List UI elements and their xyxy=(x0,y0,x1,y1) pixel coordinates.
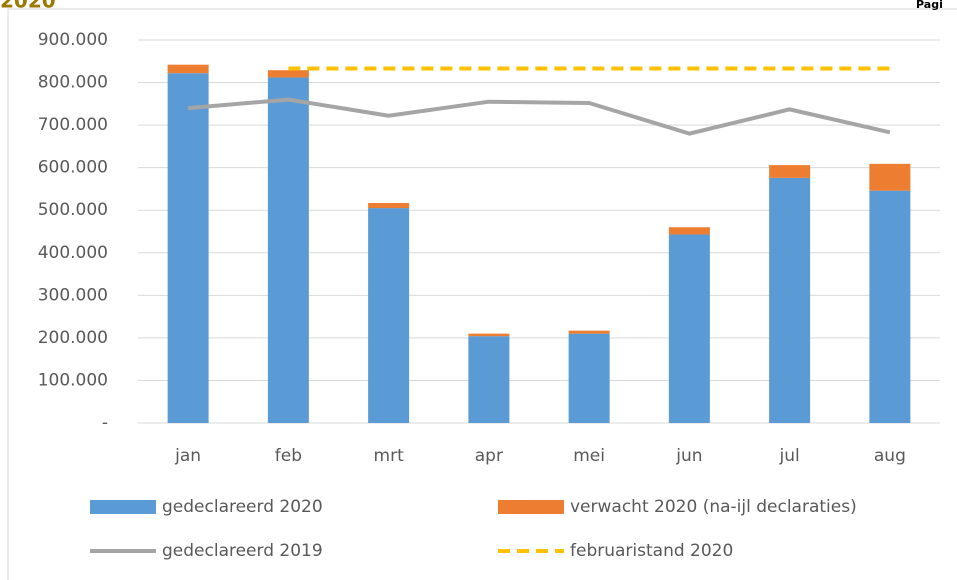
y-tick-label: 400.000 xyxy=(38,243,108,263)
header-left: 2020 xyxy=(0,0,56,13)
bar xyxy=(568,330,610,334)
bar xyxy=(167,73,209,424)
bar xyxy=(668,234,710,423)
x-tick-label: jan xyxy=(174,446,201,466)
bar xyxy=(869,190,911,423)
y-tick-label: 700.000 xyxy=(38,115,108,135)
y-tick-label: - xyxy=(102,413,108,433)
header-right: Pagi xyxy=(916,0,943,11)
bar xyxy=(769,177,811,423)
x-tick-label: mrt xyxy=(374,446,405,466)
bar xyxy=(568,333,610,423)
chart-frame xyxy=(7,8,957,580)
bar xyxy=(668,227,710,235)
y-tick-label: 300.000 xyxy=(38,285,108,305)
y-tick-label: 600.000 xyxy=(38,158,108,178)
bar xyxy=(267,77,309,424)
bar xyxy=(368,202,410,209)
bar xyxy=(468,336,510,423)
y-tick-label: 900.000 xyxy=(38,30,108,50)
legend-label: gedeclareerd 2020 xyxy=(162,497,323,517)
bar xyxy=(267,70,309,78)
y-tick-label: 100.000 xyxy=(38,370,108,390)
bar xyxy=(869,163,911,191)
x-tick-label: feb xyxy=(275,446,302,466)
legend-swatch xyxy=(90,500,156,514)
y-tick-label: 200.000 xyxy=(38,328,108,348)
legend-label: februaristand 2020 xyxy=(570,541,733,561)
x-tick-label: mei xyxy=(573,446,605,466)
bar xyxy=(769,165,811,178)
legend-swatch xyxy=(498,500,564,514)
y-tick-label: 500.000 xyxy=(38,200,108,220)
bar xyxy=(468,333,510,337)
y-tick-label: 800.000 xyxy=(38,73,108,93)
x-tick-label: aug xyxy=(874,446,906,466)
bar xyxy=(167,64,209,74)
bar xyxy=(368,208,410,423)
line xyxy=(187,97,891,136)
legend-label: verwacht 2020 (na-ijl declaraties) xyxy=(570,497,857,517)
x-tick-label: jul xyxy=(779,446,800,466)
x-tick-label: jun xyxy=(675,446,702,466)
x-tick-label: apr xyxy=(475,446,503,466)
legend-label: gedeclareerd 2019 xyxy=(162,541,323,561)
